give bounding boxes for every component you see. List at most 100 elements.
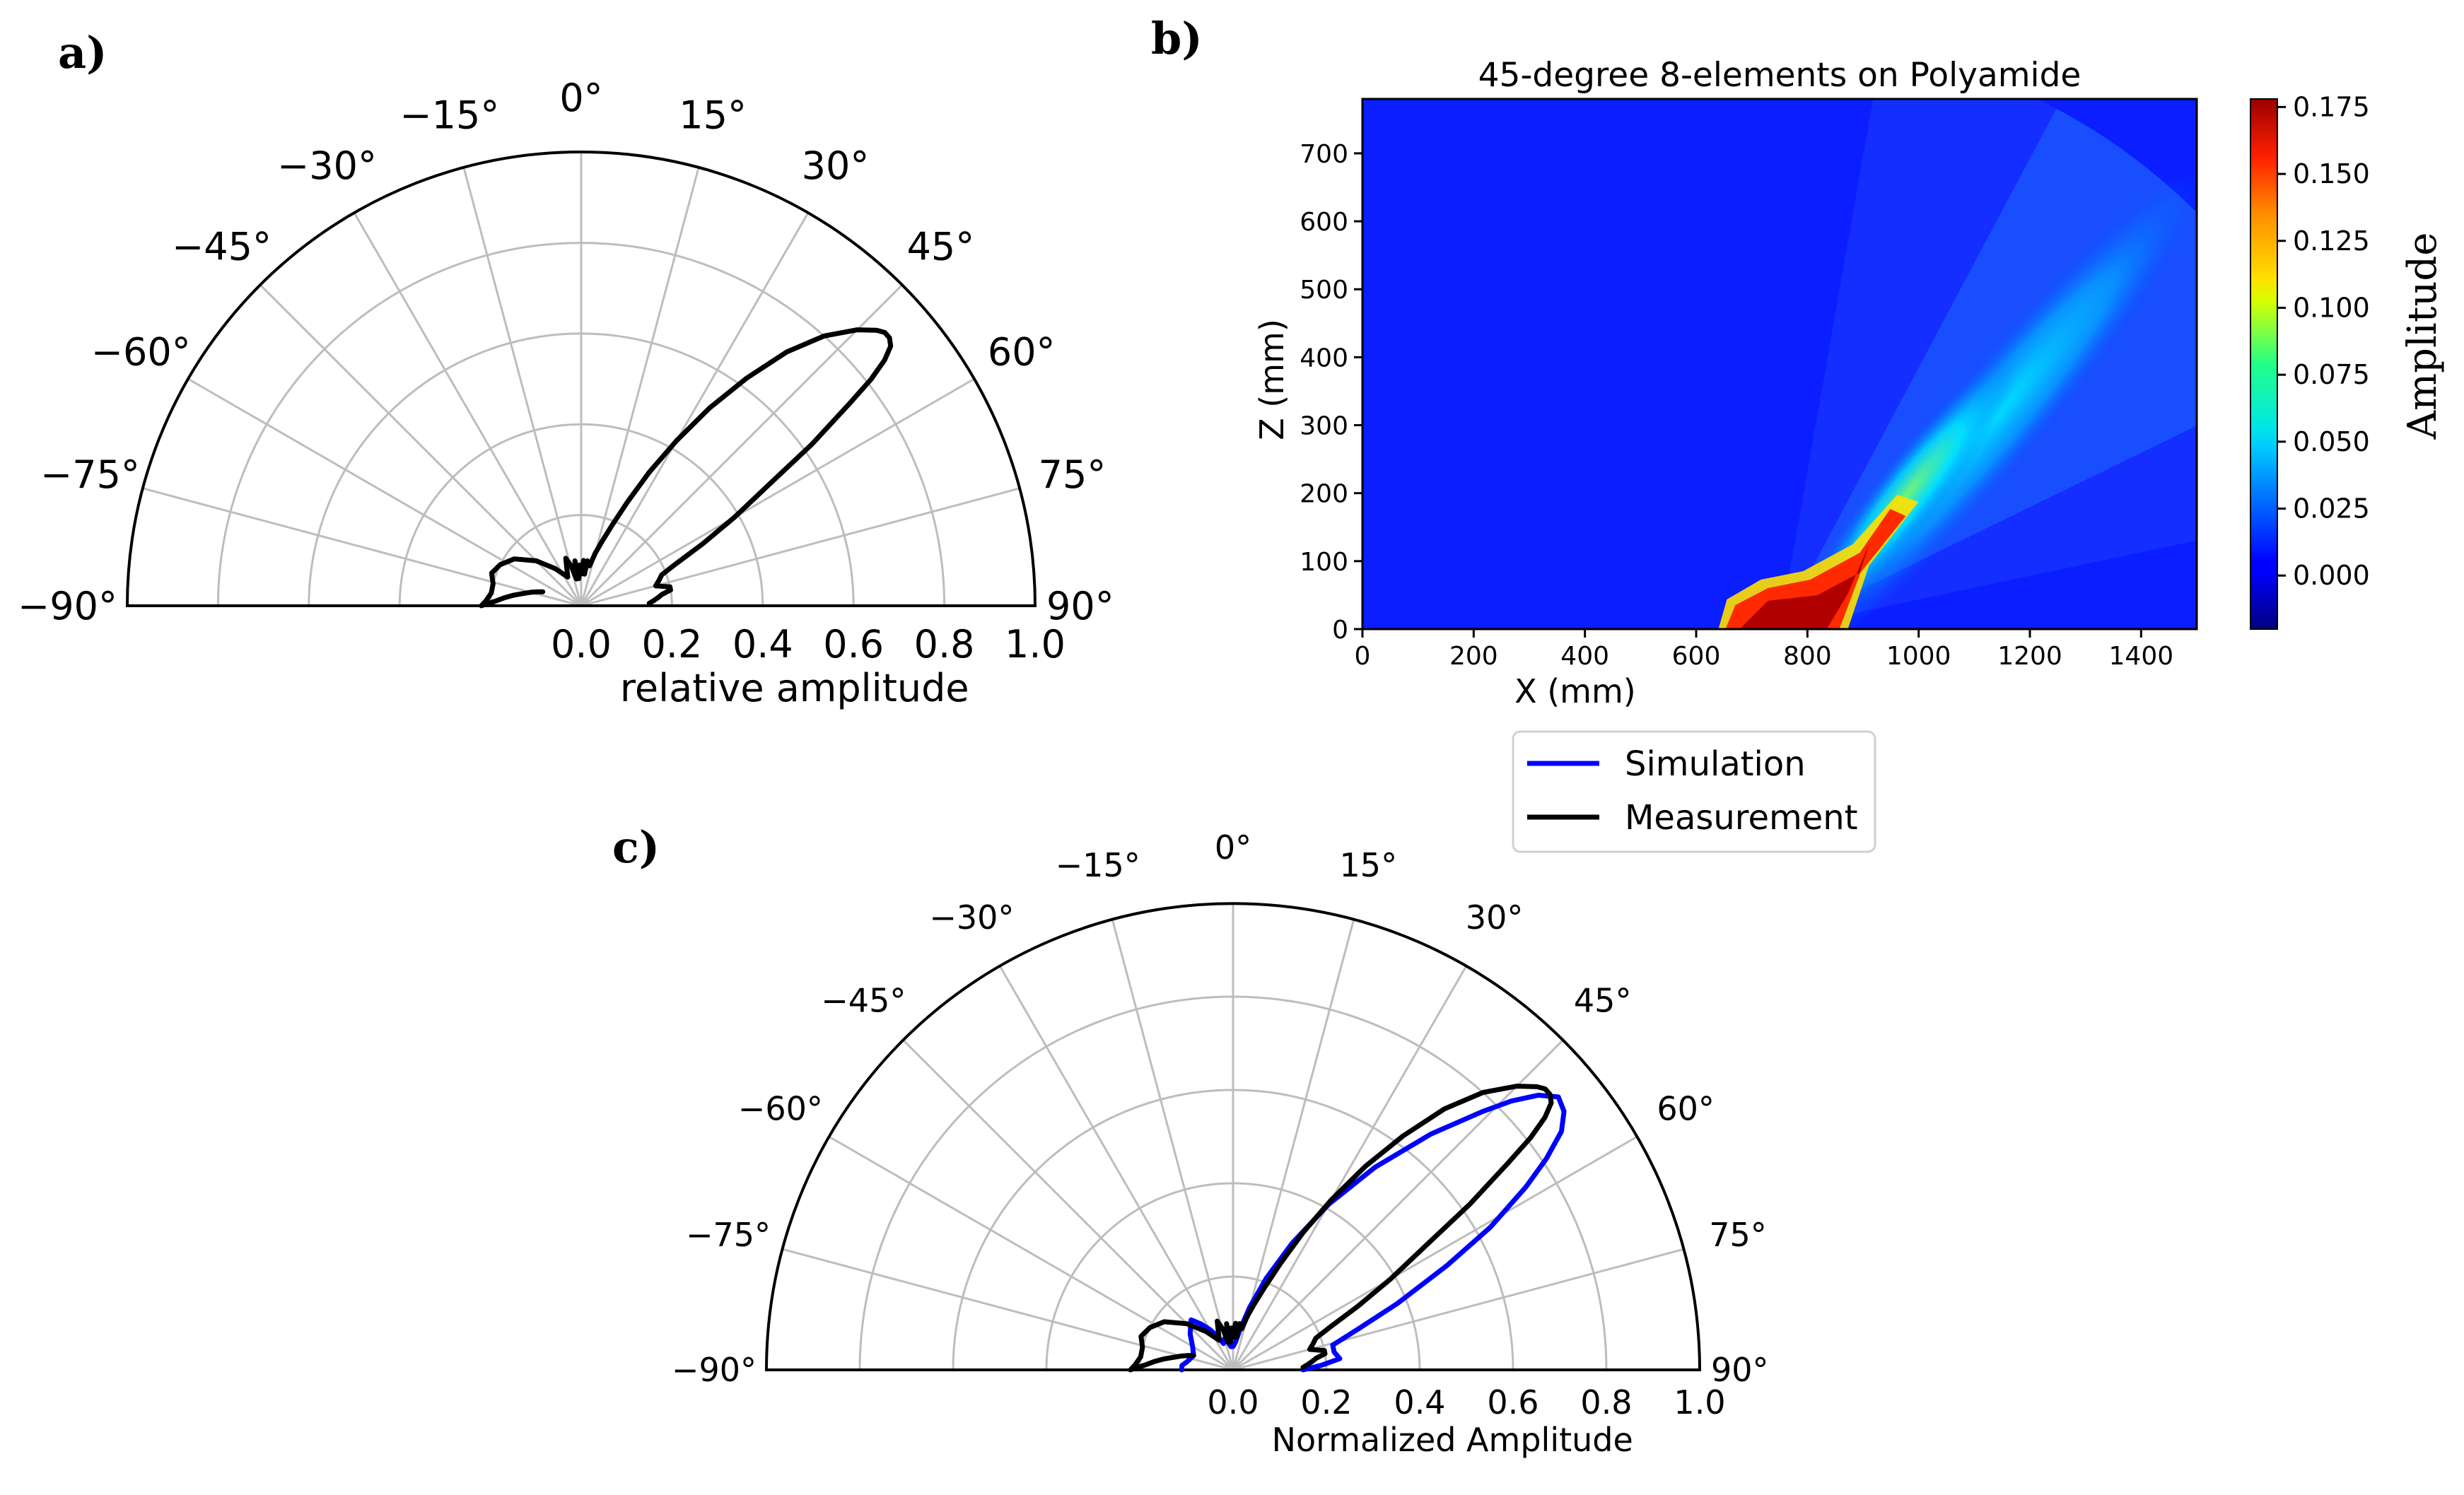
angle-tick-label: −15° [1056,846,1140,884]
angle-tick-label: −90° [672,1351,757,1389]
y-tick-label: 500 [1300,276,1348,305]
angle-tick-label: 75° [1039,452,1107,497]
hotspot-red [1725,509,1906,629]
radial-tick-label: 0.6 [1487,1383,1538,1421]
angle-gridline [828,1135,1234,1371]
x-tick-label: 1000 [1886,642,1951,671]
x-tick-label: 1200 [1997,642,2062,671]
angle-gridline [782,1248,1234,1371]
angle-tick-label: 0° [1215,828,1251,867]
angle-tick-label: −15° [399,93,499,137]
y-tick-label: 700 [1300,140,1348,169]
angle-tick-label: 75° [1709,1216,1767,1254]
legend-label-simulation: Simulation [1625,744,1806,784]
x-tick-label: 1400 [2109,642,2174,671]
panel-c-letter: c) [612,821,660,873]
angle-tick-label: −45° [821,981,906,1019]
series-line-measurement [1128,1084,1554,1373]
angle-tick-label: −90° [18,584,117,628]
angle-gridline [580,283,904,607]
radial-tick-label: 0.8 [1580,1383,1632,1421]
radial-tick-label: 0.4 [1394,1383,1445,1421]
radial-tick-label: 0.0 [551,622,612,667]
angle-gridline [580,167,700,606]
angle-gridline [1232,1135,1638,1371]
x-tick-label: 800 [1783,642,1832,671]
x-axis-label: X (mm) [1514,672,1636,710]
angle-tick-label: 30° [1466,898,1524,937]
legend-label-measurement: Measurement [1625,798,1858,838]
colorbar-tick-label: 0.150 [2293,158,2370,189]
angle-gridline [580,377,975,607]
colorbar-tick-label: 0.075 [2293,359,2370,390]
radial-axis-label: Normalized Amplitude [1272,1421,1633,1459]
angle-gridline [1232,1248,1684,1371]
angle-gridline [1111,919,1234,1371]
radial-tick-label: 1.0 [1005,622,1065,667]
x-tick-label: 400 [1560,642,1609,671]
radial-tick-label: 0.4 [732,622,793,667]
legend-frame [1512,730,1876,853]
radial-tick-label: 0.8 [914,622,975,667]
y-tick-label: 0 [1332,616,1348,645]
polar-frame [764,902,1702,1371]
angle-tick-label: 45° [907,224,975,269]
angle-gridline [187,377,582,607]
heatmap-chart-b: 45-degree 8-elements on Polyamide 0 200 400… [1253,56,2446,710]
angle-gridline [1232,965,1468,1371]
y-tick-label: 200 [1300,480,1348,509]
radial-tick-label: 0.6 [823,622,884,667]
angle-gridline [580,487,1020,607]
heatmap-field [1362,99,2197,629]
angle-tick-label: 30° [802,143,870,188]
angle-gridline [1232,1039,1564,1371]
angle-tick-label: −45° [172,224,271,269]
angle-tick-label: 90° [1046,584,1114,628]
y-axis-label: Z (mm) [1253,319,1291,440]
x-tick-label: 200 [1449,642,1498,671]
angle-tick-label: −75° [40,452,140,497]
angle-tick-label: 60° [1657,1090,1715,1128]
polar-chart-c: −90° −75° −60° −45° −30° −15° 0° 15° 30° 45° 60° 75… [672,730,1876,1459]
angle-gridline [142,487,582,607]
radial-tick-label: 0.2 [1300,1383,1352,1421]
radial-axis-label: relative amplitude [620,666,969,710]
angle-tick-label: 15° [679,93,747,137]
polar-frame [125,151,1037,607]
plot-frame [1361,98,2198,631]
colorbar-tick-label: 0.025 [2293,493,2370,524]
angle-tick-label: −75° [686,1216,771,1254]
radial-tick-label: 0.0 [1207,1383,1259,1421]
hotspot-core [1739,544,1869,629]
colorbar-label: Amplitude [2400,233,2446,440]
angle-tick-label: 0° [559,76,602,120]
colorbar-tick-label: 0.100 [2293,292,2370,323]
heatmap-title: 45-degree 8-elements on Polyamide [1478,56,2081,95]
colorbar-tick-label: 0.000 [2293,560,2370,591]
angle-gridline [462,167,583,606]
panel-b-letter: b) [1151,13,1203,64]
angle-gridline [353,212,583,606]
y-tick-label: 300 [1300,412,1348,441]
angle-gridline [1232,919,1355,1371]
panel-a-letter: a) [58,27,107,78]
colorbar-tick-label: 0.125 [2293,225,2370,257]
angle-gridline [580,212,810,606]
angle-gridline [259,283,583,607]
angle-gridline [998,965,1234,1371]
colorbar-tick-label: 0.175 [2293,91,2370,122]
colorbar [2250,98,2278,630]
angle-tick-label: −30° [277,143,377,188]
colorbar-tick-label: 0.050 [2293,426,2370,457]
y-tick-label: 100 [1300,548,1348,577]
x-tick-label: 600 [1672,642,1721,671]
angle-tick-label: −60° [738,1090,823,1128]
y-tick-label: 400 [1300,344,1348,373]
radial-tick-label: 1.0 [1674,1383,1725,1421]
angle-tick-label: −60° [91,329,191,374]
legend: Simulation Measurement [1512,730,1876,853]
x-tick-label: 0 [1355,642,1371,671]
y-tick-label: 600 [1300,208,1348,237]
angle-tick-label: 15° [1340,846,1398,884]
